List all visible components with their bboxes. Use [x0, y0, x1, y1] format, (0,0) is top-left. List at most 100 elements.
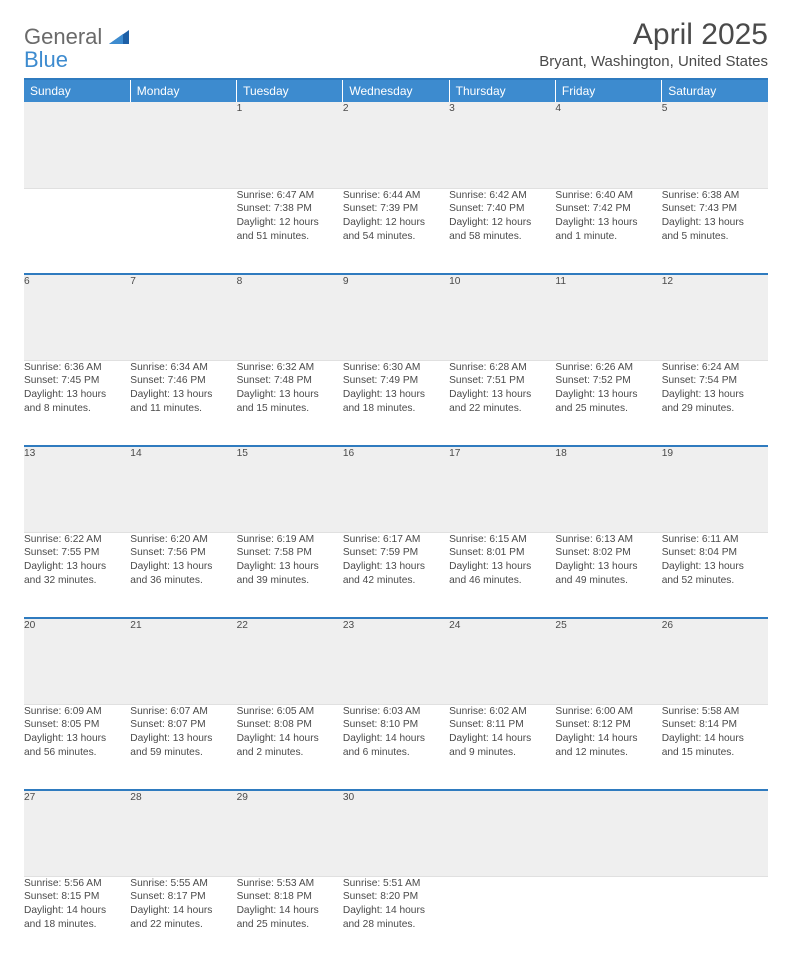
sunset-text: Sunset: 7:51 PM — [449, 374, 555, 388]
sunrise-text: Sunrise: 6:28 AM — [449, 361, 555, 375]
sunset-text: Sunset: 8:18 PM — [237, 890, 343, 904]
daynum-row: 13141516171819 — [24, 446, 768, 532]
daynum-row: 6789101112 — [24, 274, 768, 360]
sunrise-text: Sunrise: 6:02 AM — [449, 705, 555, 719]
day2-text: and 9 minutes. — [449, 746, 555, 760]
day2-text: and 42 minutes. — [343, 574, 449, 588]
day2-text: and 18 minutes. — [24, 918, 130, 932]
sunset-text: Sunset: 8:20 PM — [343, 890, 449, 904]
day1-text: Daylight: 14 hours — [237, 732, 343, 746]
col-wednesday: Wednesday — [343, 79, 449, 102]
day-number: 17 — [449, 448, 460, 459]
sunset-text: Sunset: 7:49 PM — [343, 374, 449, 388]
day-content-cell — [449, 876, 555, 962]
day-content-cell: Sunrise: 6:36 AMSunset: 7:45 PMDaylight:… — [24, 360, 130, 446]
sunrise-text: Sunrise: 5:51 AM — [343, 877, 449, 891]
day2-text: and 15 minutes. — [237, 402, 343, 416]
day-number: 29 — [237, 792, 248, 803]
calendar-table: Sunday Monday Tuesday Wednesday Thursday… — [24, 78, 768, 962]
day-number: 16 — [343, 448, 354, 459]
brand-part2: Blue — [24, 47, 68, 72]
day-content-cell: Sunrise: 5:56 AMSunset: 8:15 PMDaylight:… — [24, 876, 130, 962]
page-header: General Blue April 2025 Bryant, Washingt… — [24, 18, 768, 72]
sunset-text: Sunset: 7:56 PM — [130, 546, 236, 560]
day-number-cell: 16 — [343, 446, 449, 532]
sunrise-text: Sunrise: 6:47 AM — [237, 189, 343, 203]
daynum-row: 12 3 45 — [24, 102, 768, 188]
day-number-cell — [24, 102, 130, 188]
day1-text: Daylight: 13 hours — [343, 560, 449, 574]
day-number: 14 — [130, 448, 141, 459]
sunrise-text: Sunrise: 6:36 AM — [24, 361, 130, 375]
sunrise-text: Sunrise: 6:11 AM — [662, 533, 768, 547]
day-content-cell — [24, 188, 130, 274]
day-number-cell: 5 — [662, 102, 768, 188]
day2-text: and 32 minutes. — [24, 574, 130, 588]
day-number-cell: 2 — [343, 102, 449, 188]
day-number-cell: 30 — [343, 790, 449, 876]
day-number: 3 — [449, 103, 455, 114]
sunrise-text: Sunrise: 6:13 AM — [555, 533, 661, 547]
day1-text: Daylight: 13 hours — [130, 560, 236, 574]
day-number: 28 — [130, 792, 141, 803]
day-number-cell: 4 — [555, 102, 661, 188]
day1-text: Daylight: 13 hours — [130, 732, 236, 746]
day-number: 30 — [343, 792, 354, 803]
day2-text: and 25 minutes. — [555, 402, 661, 416]
col-tuesday: Tuesday — [237, 79, 343, 102]
col-monday: Monday — [130, 79, 236, 102]
day-number-cell: 29 — [237, 790, 343, 876]
sunrise-text: Sunrise: 6:03 AM — [343, 705, 449, 719]
day2-text: and 22 minutes. — [449, 402, 555, 416]
sunrise-text: Sunrise: 6:19 AM — [237, 533, 343, 547]
day-number-cell: 28 — [130, 790, 236, 876]
day-number-cell: 12 — [662, 274, 768, 360]
day-content-cell: Sunrise: 6:00 AMSunset: 8:12 PMDaylight:… — [555, 704, 661, 790]
sunrise-text: Sunrise: 6:30 AM — [343, 361, 449, 375]
day1-text: Daylight: 13 hours — [555, 388, 661, 402]
day-number: 24 — [449, 620, 460, 631]
day2-text: and 51 minutes. — [237, 230, 343, 244]
day-number: 20 — [24, 620, 35, 631]
day-number-cell: 10 — [449, 274, 555, 360]
day-content-cell: Sunrise: 6:28 AMSunset: 7:51 PMDaylight:… — [449, 360, 555, 446]
content-row: Sunrise: 6:47 AMSunset: 7:38 PMDaylight:… — [24, 188, 768, 274]
content-row: Sunrise: 6:36 AMSunset: 7:45 PMDaylight:… — [24, 360, 768, 446]
sunset-text: Sunset: 7:43 PM — [662, 202, 768, 216]
day-number-cell: 19 — [662, 446, 768, 532]
day-number-cell: 1 — [237, 102, 343, 188]
sunset-text: Sunset: 8:01 PM — [449, 546, 555, 560]
day-content-cell: Sunrise: 6:02 AMSunset: 8:11 PMDaylight:… — [449, 704, 555, 790]
day1-text: Daylight: 13 hours — [555, 560, 661, 574]
day-content-cell: Sunrise: 6:17 AMSunset: 7:59 PMDaylight:… — [343, 532, 449, 618]
day-number-cell: 13 — [24, 446, 130, 532]
sunset-text: Sunset: 8:08 PM — [237, 718, 343, 732]
day-number: 2 — [343, 103, 349, 114]
day-content-cell: Sunrise: 5:51 AMSunset: 8:20 PMDaylight:… — [343, 876, 449, 962]
sunrise-text: Sunrise: 6:07 AM — [130, 705, 236, 719]
sunset-text: Sunset: 7:59 PM — [343, 546, 449, 560]
weekday-header-row: Sunday Monday Tuesday Wednesday Thursday… — [24, 79, 768, 102]
day-number-cell — [130, 102, 236, 188]
day2-text: and 39 minutes. — [237, 574, 343, 588]
sunrise-text: Sunrise: 6:26 AM — [555, 361, 661, 375]
day-number-cell: 20 — [24, 618, 130, 704]
day2-text: and 18 minutes. — [343, 402, 449, 416]
day1-text: Daylight: 13 hours — [24, 388, 130, 402]
sunrise-text: Sunrise: 5:53 AM — [237, 877, 343, 891]
day1-text: Daylight: 14 hours — [555, 732, 661, 746]
sunrise-text: Sunrise: 5:56 AM — [24, 877, 130, 891]
day2-text: and 46 minutes. — [449, 574, 555, 588]
day2-text: and 1 minute. — [555, 230, 661, 244]
day-number: 19 — [662, 448, 673, 459]
day-content-cell — [662, 876, 768, 962]
day-content-cell: Sunrise: 6:34 AMSunset: 7:46 PMDaylight:… — [130, 360, 236, 446]
day1-text: Daylight: 13 hours — [237, 388, 343, 402]
day-content-cell: Sunrise: 6:07 AMSunset: 8:07 PMDaylight:… — [130, 704, 236, 790]
day-content-cell: Sunrise: 6:32 AMSunset: 7:48 PMDaylight:… — [237, 360, 343, 446]
day-number: 10 — [449, 276, 460, 287]
day2-text: and 15 minutes. — [662, 746, 768, 760]
day1-text: Daylight: 12 hours — [237, 216, 343, 230]
sunset-text: Sunset: 8:14 PM — [662, 718, 768, 732]
day-number: 27 — [24, 792, 35, 803]
